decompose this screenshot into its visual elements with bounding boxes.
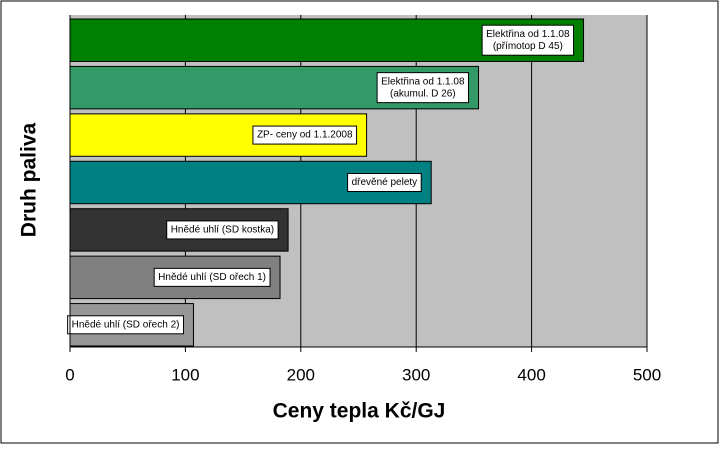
label-box	[347, 173, 422, 192]
label-box	[481, 24, 575, 56]
category-label-line: (akumul. D 26)	[390, 88, 456, 99]
category-label: Hnědé uhlí (SD ořech 2)	[67, 315, 184, 335]
label-box	[376, 72, 470, 104]
x-tick-label: 0	[65, 365, 74, 384]
category-label: Hnědé uhlí (SD ořech 1)	[153, 267, 271, 287]
label-box	[166, 220, 279, 240]
x-axis-title: Ceny tepla Kč/GJ	[273, 400, 446, 423]
category-label: ZP- ceny od 1.1.2008	[252, 125, 358, 145]
label-box	[252, 125, 358, 145]
category-label-line: Hnědé uhlí (SD ořech 2)	[72, 319, 180, 330]
category-label: Hnědé uhlí (SD kostka)	[166, 220, 279, 240]
category-label-line: Elektřina od 1.1.08	[486, 29, 570, 40]
label-box	[67, 315, 184, 335]
category-label: Elektřina od 1.1.08(přímotop D 45)	[481, 24, 575, 56]
x-tick-label: 200	[287, 365, 315, 384]
category-label: dřevěné pelety	[347, 173, 422, 192]
category-label-line: Hnědé uhlí (SD ořech 1)	[158, 272, 266, 283]
x-tick-label: 500	[633, 365, 661, 384]
x-tick-label: 300	[402, 365, 430, 384]
x-tick-label: 400	[517, 365, 545, 384]
category-label-line: ZP- ceny od 1.1.2008	[257, 130, 353, 141]
y-axis-title: Druh paliva	[18, 123, 41, 238]
category-label-line: dřevěné pelety	[352, 177, 418, 188]
x-tick-label: 100	[171, 365, 199, 384]
category-label-line: Hnědé uhlí (SD kostka)	[171, 225, 274, 236]
category-label: Elektřina od 1.1.08(akumul. D 26)	[376, 72, 470, 104]
label-box	[153, 267, 271, 287]
category-label-line: Elektřina od 1.1.08	[381, 76, 465, 87]
category-label-line: (přímotop D 45)	[493, 41, 563, 52]
